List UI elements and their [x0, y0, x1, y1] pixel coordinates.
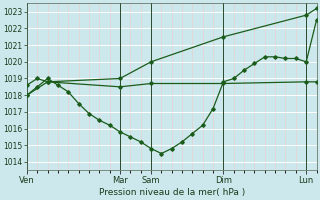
X-axis label: Pression niveau de la mer( hPa ): Pression niveau de la mer( hPa ): [99, 188, 245, 197]
